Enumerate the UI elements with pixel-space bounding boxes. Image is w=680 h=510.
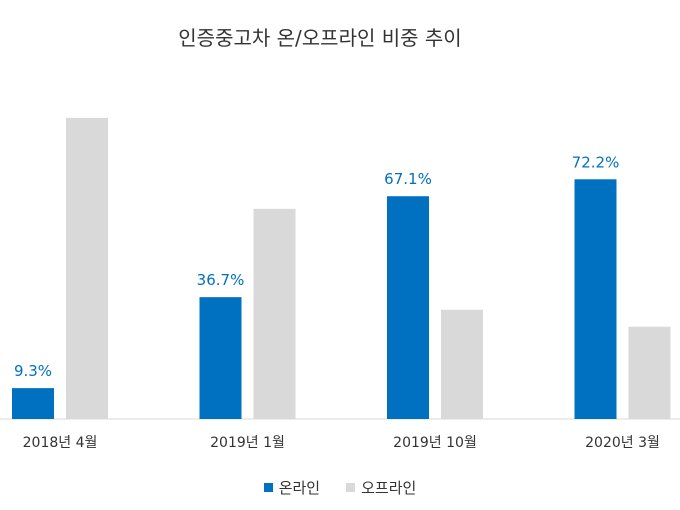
bar-online-0 [12, 388, 54, 419]
bar-chart: 9.3% 2018년 4월 36.7% 2019년 1월 67.1% 2019년 10월 7… [0, 117, 680, 451]
bar-online-3 [574, 179, 617, 419]
data-label-online-0: 9.3% [14, 362, 52, 380]
legend-item-offline: 오프라인 [346, 477, 416, 498]
legend-label-online: 온라인 [278, 479, 321, 497]
bar-offline-2 [441, 309, 483, 419]
bar-offline-3 [628, 326, 671, 419]
data-label-online-3: 72.2% [572, 153, 620, 171]
x-tick-label-2: 2019년 10월 [393, 435, 477, 451]
legend-item-online: 온라인 [263, 477, 321, 498]
x-tick-label-0: 2018년 4월 [23, 435, 98, 451]
data-label-online-2: 67.1% [384, 170, 432, 188]
legend-swatch-online [263, 483, 273, 492]
legend: 온라인 오프라인 [0, 477, 680, 498]
bar-offline-1 [253, 208, 296, 419]
legend-label-offline: 오프라인 [361, 479, 417, 497]
x-tick-label-1: 2019년 1월 [210, 435, 285, 451]
bar-online-2 [387, 196, 429, 419]
x-tick-label-3: 2020년 3월 [585, 435, 660, 451]
data-label-online-1: 36.7% [197, 271, 245, 289]
bar-online-1 [199, 297, 242, 419]
legend-swatch-offline [346, 483, 356, 492]
bar-offline-0 [66, 117, 108, 419]
chart-title: 인증중고차 온/오프라인 비중 추이 [178, 26, 462, 50]
